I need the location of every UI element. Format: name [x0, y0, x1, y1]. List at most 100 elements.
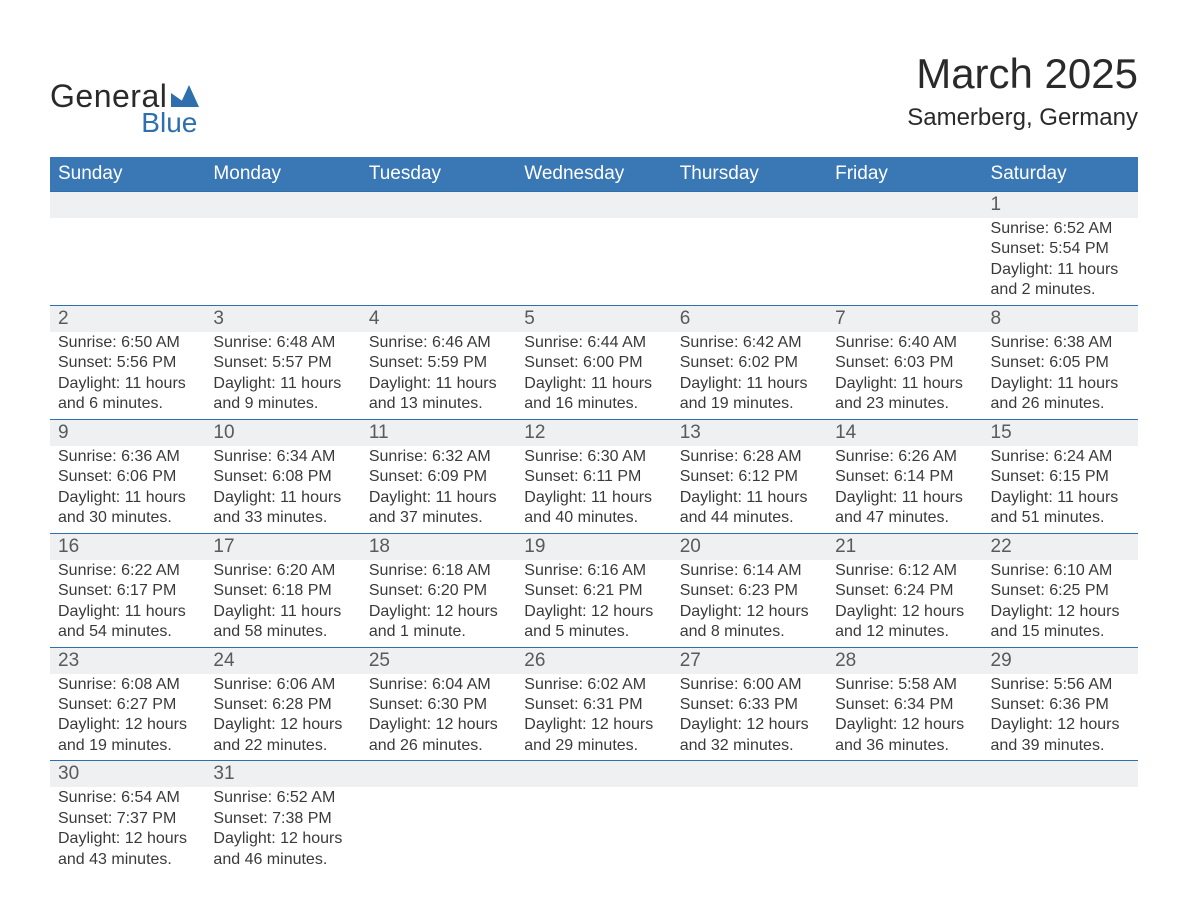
- day-header: Thursday: [672, 157, 827, 192]
- day-number: 23: [58, 650, 79, 671]
- dl1-line: Daylight: 12 hours: [213, 829, 352, 849]
- day-detail-cell: [50, 218, 205, 305]
- sunset-line: Sunset: 6:06 PM: [58, 467, 197, 487]
- sunrise-line: Sunrise: 6:04 AM: [369, 675, 508, 695]
- day-number: 25: [369, 650, 390, 671]
- logo-text-blue: Blue: [141, 107, 197, 139]
- sunrise-line: Sunrise: 6:44 AM: [524, 333, 663, 353]
- sunrise-line: Sunrise: 5:56 AM: [991, 675, 1130, 695]
- week-detail-row: Sunrise: 6:08 AMSunset: 6:27 PMDaylight:…: [50, 674, 1138, 761]
- day-number-cell: 2: [50, 305, 205, 332]
- sunset-line: Sunset: 5:56 PM: [58, 353, 197, 373]
- day-detail-cell: Sunrise: 6:02 AMSunset: 6:31 PMDaylight:…: [516, 674, 671, 761]
- day-number-cell: [827, 761, 982, 788]
- sunrise-line: Sunrise: 6:02 AM: [524, 675, 663, 695]
- day-number-cell: 10: [205, 419, 360, 446]
- day-number-cell: 29: [983, 647, 1138, 674]
- sunrise-line: Sunrise: 6:34 AM: [213, 447, 352, 467]
- day-detail-cell: Sunrise: 6:52 AMSunset: 7:38 PMDaylight:…: [205, 787, 360, 874]
- dl2-line: and 19 minutes.: [680, 394, 819, 414]
- week-detail-row: Sunrise: 6:22 AMSunset: 6:17 PMDaylight:…: [50, 560, 1138, 647]
- dl1-line: Daylight: 12 hours: [991, 602, 1130, 622]
- day-number: 14: [835, 422, 856, 443]
- day-number-cell: 16: [50, 533, 205, 560]
- day-detail-cell: Sunrise: 6:32 AMSunset: 6:09 PMDaylight:…: [361, 446, 516, 533]
- day-number-cell: 14: [827, 419, 982, 446]
- sunrise-line: Sunrise: 6:48 AM: [213, 333, 352, 353]
- sunset-line: Sunset: 6:20 PM: [369, 581, 508, 601]
- sunset-line: Sunset: 6:24 PM: [835, 581, 974, 601]
- day-detail-cell: [672, 218, 827, 305]
- dl1-line: Daylight: 12 hours: [991, 715, 1130, 735]
- sunset-line: Sunset: 6:31 PM: [524, 695, 663, 715]
- sunrise-line: Sunrise: 6:24 AM: [991, 447, 1130, 467]
- day-detail-cell: Sunrise: 6:40 AMSunset: 6:03 PMDaylight:…: [827, 332, 982, 419]
- day-detail-cell: Sunrise: 6:46 AMSunset: 5:59 PMDaylight:…: [361, 332, 516, 419]
- day-number: 1: [991, 194, 1002, 215]
- sunrise-line: Sunrise: 6:52 AM: [991, 219, 1130, 239]
- day-number: 30: [58, 763, 79, 784]
- sunrise-line: Sunrise: 6:00 AM: [680, 675, 819, 695]
- day-number-cell: [516, 761, 671, 788]
- week-daynum-row: 16171819202122: [50, 533, 1138, 560]
- sunset-line: Sunset: 6:36 PM: [991, 695, 1130, 715]
- day-number: 3: [213, 308, 224, 329]
- week-daynum-row: 1: [50, 192, 1138, 219]
- day-detail-cell: Sunrise: 6:34 AMSunset: 6:08 PMDaylight:…: [205, 446, 360, 533]
- day-number-cell: 7: [827, 305, 982, 332]
- day-number: 10: [213, 422, 234, 443]
- day-header: Monday: [205, 157, 360, 192]
- day-number: 22: [991, 536, 1012, 557]
- dl1-line: Daylight: 12 hours: [680, 715, 819, 735]
- sunrise-line: Sunrise: 6:42 AM: [680, 333, 819, 353]
- day-number-cell: [361, 761, 516, 788]
- day-number-cell: 28: [827, 647, 982, 674]
- dl1-line: Daylight: 12 hours: [58, 715, 197, 735]
- sunset-line: Sunset: 5:54 PM: [991, 239, 1130, 259]
- day-number: 2: [58, 308, 69, 329]
- dl1-line: Daylight: 11 hours: [680, 488, 819, 508]
- sunrise-line: Sunrise: 6:54 AM: [58, 788, 197, 808]
- sunset-line: Sunset: 6:30 PM: [369, 695, 508, 715]
- day-number: 15: [991, 422, 1012, 443]
- day-number-cell: [50, 192, 205, 219]
- dl2-line: and 36 minutes.: [835, 736, 974, 756]
- week-detail-row: Sunrise: 6:54 AMSunset: 7:37 PMDaylight:…: [50, 787, 1138, 874]
- sunset-line: Sunset: 6:03 PM: [835, 353, 974, 373]
- dl1-line: Daylight: 11 hours: [213, 602, 352, 622]
- day-header: Tuesday: [361, 157, 516, 192]
- day-detail-cell: [516, 218, 671, 305]
- dl1-line: Daylight: 12 hours: [835, 715, 974, 735]
- sunrise-line: Sunrise: 6:20 AM: [213, 561, 352, 581]
- day-number-cell: 20: [672, 533, 827, 560]
- day-detail-cell: Sunrise: 5:56 AMSunset: 6:36 PMDaylight:…: [983, 674, 1138, 761]
- sunrise-line: Sunrise: 6:50 AM: [58, 333, 197, 353]
- sunrise-line: Sunrise: 6:36 AM: [58, 447, 197, 467]
- day-detail-cell: Sunrise: 6:48 AMSunset: 5:57 PMDaylight:…: [205, 332, 360, 419]
- day-number-cell: 13: [672, 419, 827, 446]
- day-number-cell: 21: [827, 533, 982, 560]
- day-number-cell: 24: [205, 647, 360, 674]
- dl1-line: Daylight: 11 hours: [58, 488, 197, 508]
- sunset-line: Sunset: 6:25 PM: [991, 581, 1130, 601]
- dl2-line: and 12 minutes.: [835, 622, 974, 642]
- day-number: 31: [213, 763, 234, 784]
- day-number: 28: [835, 650, 856, 671]
- sunrise-line: Sunrise: 6:40 AM: [835, 333, 974, 353]
- day-number-cell: 26: [516, 647, 671, 674]
- dl1-line: Daylight: 11 hours: [213, 488, 352, 508]
- month-title: March 2025: [907, 50, 1138, 98]
- day-number: 7: [835, 308, 846, 329]
- logo: General Blue: [50, 78, 199, 139]
- sunset-line: Sunset: 6:11 PM: [524, 467, 663, 487]
- day-number: 6: [680, 308, 691, 329]
- day-number-cell: [827, 192, 982, 219]
- day-detail-cell: Sunrise: 6:52 AMSunset: 5:54 PMDaylight:…: [983, 218, 1138, 305]
- dl2-line: and 51 minutes.: [991, 508, 1130, 528]
- sunrise-line: Sunrise: 6:18 AM: [369, 561, 508, 581]
- dl2-line: and 5 minutes.: [524, 622, 663, 642]
- day-detail-cell: [205, 218, 360, 305]
- week-daynum-row: 23242526272829: [50, 647, 1138, 674]
- sunrise-line: Sunrise: 6:32 AM: [369, 447, 508, 467]
- sunset-line: Sunset: 6:09 PM: [369, 467, 508, 487]
